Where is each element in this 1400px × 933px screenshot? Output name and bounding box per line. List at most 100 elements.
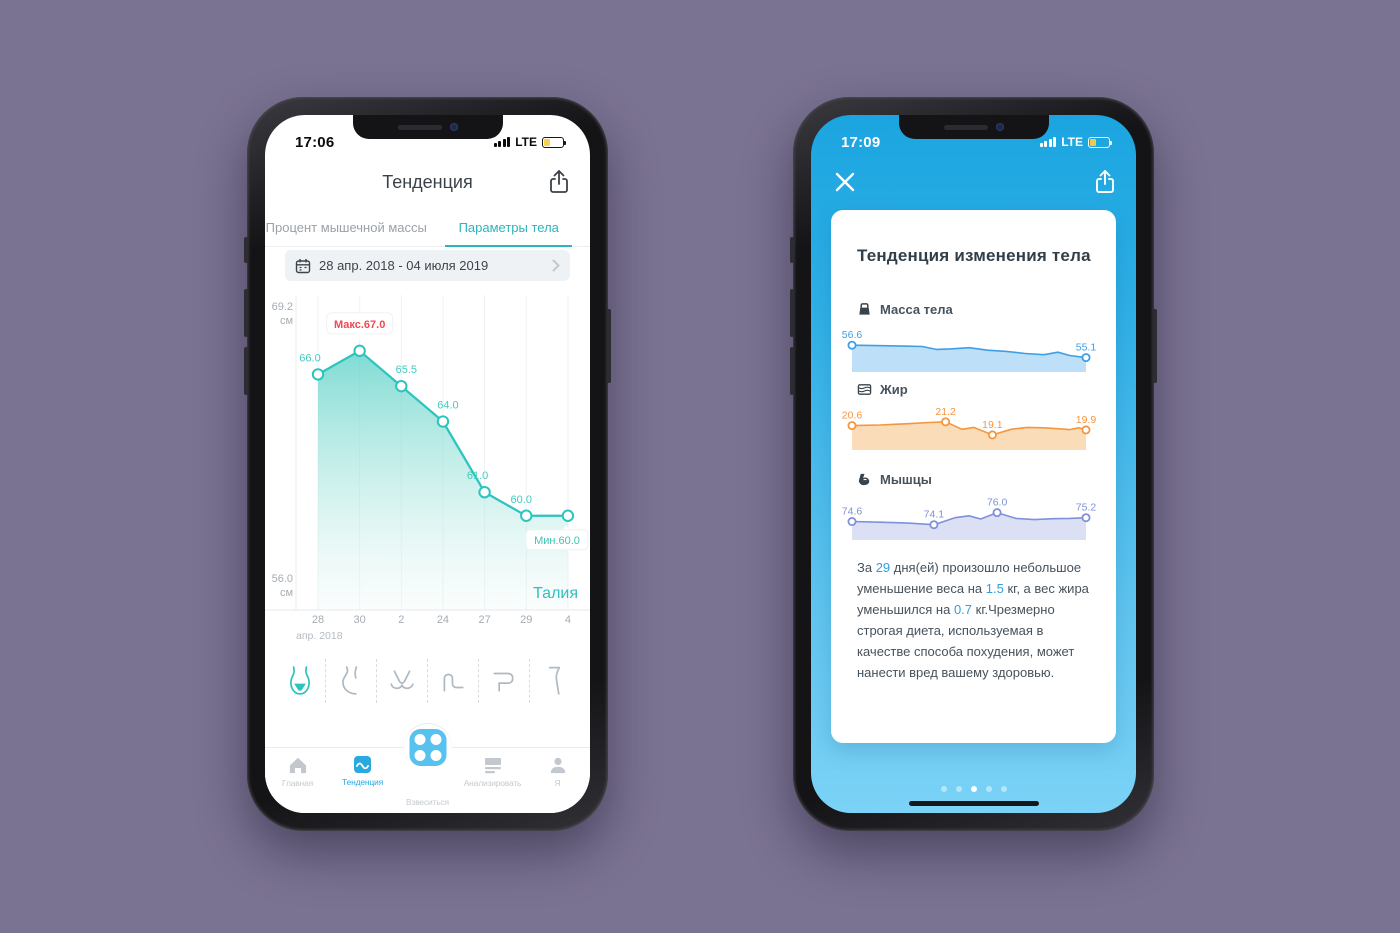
- svg-text:Макс.67.0: Макс.67.0: [334, 319, 385, 331]
- person-icon: [550, 757, 565, 774]
- trend-screen: 17:06 LTE Тенденция Процент мышечной мас…: [265, 115, 590, 813]
- scale-icon: [409, 729, 446, 766]
- front-camera: [995, 123, 1004, 131]
- calf-icon: [548, 666, 561, 695]
- report-icon: [484, 758, 501, 774]
- volume-down-button: [790, 347, 794, 395]
- mute-switch: [244, 237, 248, 263]
- segment-tabs: Процент мышечной массы Параметры тела: [265, 209, 590, 247]
- mass-chart: 56.6 55.1: [842, 329, 1096, 372]
- fat-icon: [857, 384, 872, 395]
- status-bar: 17:06 LTE: [265, 115, 590, 159]
- battery-icon: [1088, 136, 1112, 148]
- calendar-icon: [295, 258, 311, 273]
- trend-icon: [354, 756, 371, 773]
- status-time: 17:06: [295, 133, 335, 151]
- scale-button[interactable]: [404, 724, 451, 771]
- date-range-label: 28 апр. 2018 - 04 июля 2019: [319, 258, 489, 273]
- power-button: [607, 309, 611, 383]
- page-title: Тенденция: [382, 172, 473, 192]
- chest-icon: [390, 670, 414, 690]
- front-camera: [449, 123, 458, 131]
- battery-icon: [542, 136, 566, 148]
- svg-text:74.6: 74.6: [842, 506, 863, 518]
- chevron-right-icon: [552, 259, 560, 272]
- home-indicator[interactable]: [908, 801, 1039, 806]
- svg-text:29: 29: [520, 614, 532, 626]
- tabbar-home[interactable]: Главная: [265, 748, 330, 813]
- speaker: [397, 124, 442, 130]
- status-bar: 17:09 LTE: [811, 115, 1136, 159]
- tabbar-me[interactable]: Я: [525, 748, 590, 813]
- tabbar-weigh[interactable]: Взвеситься: [395, 724, 460, 813]
- tab-body-params[interactable]: Параметры тела: [428, 209, 591, 247]
- tabbar-trend[interactable]: Тенденция: [330, 748, 395, 813]
- waist-icon: [290, 666, 310, 695]
- svg-text:65.5: 65.5: [396, 364, 417, 376]
- svg-text:19.9: 19.9: [1076, 414, 1097, 426]
- date-range-picker[interactable]: 28 апр. 2018 - 04 июля 2019: [285, 250, 570, 281]
- arm-icon: [443, 673, 464, 692]
- thigh-icon: [493, 672, 514, 692]
- trend-share-screen: 17:09 LTE Тенденция изменения тела: [811, 115, 1136, 813]
- svg-text:60.0: 60.0: [511, 494, 532, 506]
- svg-text:69.2: 69.2: [272, 301, 293, 313]
- svg-text:55.1: 55.1: [1076, 342, 1097, 354]
- svg-text:см: см: [280, 587, 293, 599]
- volume-down-button: [244, 347, 248, 395]
- svg-text:75.2: 75.2: [1076, 502, 1097, 514]
- svg-text:19.1: 19.1: [982, 419, 1003, 431]
- svg-text:4: 4: [565, 614, 571, 626]
- svg-text:апр. 2018: апр. 2018: [296, 630, 343, 642]
- signal-icon: [493, 137, 511, 147]
- svg-text:56.6: 56.6: [842, 329, 863, 341]
- trend-card: Тенденция изменения тела Масса тела 56.6…: [831, 210, 1116, 743]
- section-mass: Масса тела: [857, 302, 953, 317]
- section-muscle: Мышцы: [857, 472, 932, 487]
- pagination-dots[interactable]: [811, 786, 1136, 792]
- trend-summary: За 29 дня(ей) произошло небольшое уменьш…: [857, 560, 1089, 681]
- close-icon: [835, 172, 855, 192]
- speaker: [943, 124, 988, 130]
- card-title: Тенденция изменения тела: [857, 246, 1091, 265]
- notch: [898, 115, 1049, 139]
- notch: [352, 115, 503, 139]
- network-label: LTE: [1061, 135, 1083, 149]
- svg-text:Талия: Талия: [533, 585, 578, 602]
- svg-text:24: 24: [437, 614, 449, 626]
- share-button[interactable]: [1092, 169, 1118, 197]
- svg-text:30: 30: [354, 614, 366, 626]
- body-part-hip[interactable]: [325, 659, 376, 703]
- share-icon: [550, 170, 568, 193]
- body-part-thigh[interactable]: [478, 659, 529, 703]
- home-icon: [289, 757, 306, 774]
- muscle-chart: 74.6 74.1 76.0 75.2: [842, 497, 1096, 540]
- waist-trend-chart[interactable]: 66.0 65.5 64.0 61.0 60.0 Макс.67.0 Мин.60.0 69.…: [265, 290, 590, 650]
- body-part-chest[interactable]: [376, 659, 427, 703]
- status-time: 17:09: [841, 133, 881, 151]
- power-button: [1153, 309, 1157, 383]
- hip-icon: [342, 666, 358, 695]
- body-part-calf[interactable]: [529, 659, 580, 703]
- share-icon: [1096, 170, 1114, 193]
- body-part-selector: [275, 656, 580, 706]
- section-fat: Жир: [857, 382, 908, 397]
- volume-up-button: [244, 289, 248, 337]
- share-button[interactable]: [546, 169, 572, 197]
- svg-text:2: 2: [398, 614, 404, 626]
- svg-text:20.6: 20.6: [842, 410, 863, 422]
- signal-icon: [1039, 137, 1057, 147]
- body-part-waist[interactable]: [275, 659, 325, 703]
- kettlebell-icon: [859, 303, 870, 315]
- volume-up-button: [790, 289, 794, 337]
- left-phone-frame: 17:06 LTE Тенденция Процент мышечной мас…: [244, 97, 611, 831]
- body-part-arm[interactable]: [427, 659, 478, 703]
- svg-text:76.0: 76.0: [987, 497, 1008, 509]
- close-button[interactable]: [833, 170, 857, 194]
- svg-text:64.0: 64.0: [437, 400, 458, 412]
- svg-text:61.0: 61.0: [467, 470, 488, 482]
- tabbar-analyze[interactable]: Анализировать: [460, 748, 525, 813]
- svg-text:Мин.60.0: Мин.60.0: [534, 535, 580, 547]
- tab-muscle-percent[interactable]: Процент мышечной массы: [265, 220, 427, 235]
